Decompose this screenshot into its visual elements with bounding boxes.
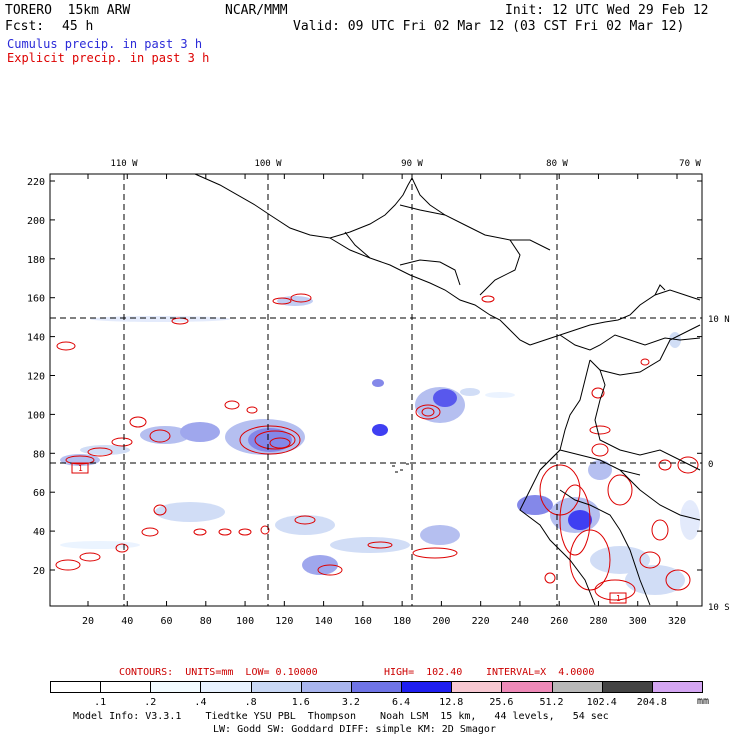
x-tick-label: 40 xyxy=(121,616,133,627)
x-tick-label: 220 xyxy=(472,616,490,627)
colorbar-label: 102.4 xyxy=(586,697,617,708)
colorbar-label: .4 xyxy=(194,697,207,708)
marker-label-right: 1 xyxy=(616,594,621,603)
x-tick-label: 320 xyxy=(668,616,686,627)
cumulus-legend-line: Cumulus precip. in past 3 h xyxy=(7,37,203,51)
x-tick-label: 300 xyxy=(629,616,647,627)
x-tick-label: 100 xyxy=(236,616,254,627)
model-physics-line: LW: Godd SW: Goddard DIFF: simple KM: 2D… xyxy=(213,724,496,735)
colorbar-label: 3.2 xyxy=(341,697,360,708)
latitude-label: 10 N xyxy=(708,315,730,325)
y-tick-label: 160 xyxy=(27,294,45,305)
valid-time: Valid: 09 UTC Fri 02 Mar 12 (03 CST Fri … xyxy=(293,19,685,34)
model-info-line: Model Info: V3.3.1 Tiedtke YSU PBL Thomp… xyxy=(73,711,609,722)
y-axis-labels: 220 200 180 160 140 120 100 80 60 40 20 xyxy=(27,177,45,577)
longitude-label: 110 W xyxy=(110,159,138,169)
longitude-label: 100 W xyxy=(254,159,282,169)
y-tick-label: 100 xyxy=(27,410,45,421)
model-title: TORERO 15km ARW xyxy=(5,3,131,18)
y-tick-label: 200 xyxy=(27,216,45,227)
latitude-label: 10 S xyxy=(708,603,730,613)
colorbar-label: .1 xyxy=(94,697,107,708)
colorbar-label: 1.6 xyxy=(291,697,310,708)
coastlines xyxy=(194,173,701,606)
axis-ticks xyxy=(50,174,702,606)
y-tick-label: 220 xyxy=(27,177,45,188)
cumulus-precip-fills xyxy=(60,296,700,595)
contour-interval-info: INTERVAL=X 4.0000 xyxy=(486,667,595,678)
x-axis-labels: 20 40 60 80 100 120 140 160 180 200 220 240 260 280 30… xyxy=(82,616,686,627)
y-tick-label: 80 xyxy=(33,449,45,460)
colorbar-swatch xyxy=(300,681,352,693)
colorbar-swatch xyxy=(350,681,403,693)
y-tick-label: 120 xyxy=(27,372,45,383)
x-tick-label: 240 xyxy=(511,616,529,627)
x-tick-label: 80 xyxy=(200,616,212,627)
colorbar-swatch xyxy=(651,681,703,693)
x-tick-label: 200 xyxy=(432,616,450,627)
explicit-precip-contours xyxy=(55,293,699,601)
colorbar-label: 51.2 xyxy=(539,697,564,708)
longitude-label: 80 W xyxy=(546,159,568,169)
organization-label: NCAR/MMM xyxy=(225,3,288,18)
contour-high-info: HIGH= 102.40 xyxy=(384,667,463,678)
forecast-label: Fcst: xyxy=(5,19,45,34)
colorbar-swatch xyxy=(501,681,553,693)
y-tick-label: 180 xyxy=(27,255,45,266)
longitude-label: 70 W xyxy=(679,159,701,169)
latitude-label: 0 xyxy=(708,460,713,470)
longitude-labels: 110 W 100 W 90 W 80 W 70 W xyxy=(110,159,701,169)
colorbar-label: 12.8 xyxy=(439,697,464,708)
marker-label-left: 1 xyxy=(78,464,83,473)
forecast-hours: 45 h xyxy=(62,19,94,34)
x-tick-label: 120 xyxy=(275,616,293,627)
init-time: Init: 12 UTC Wed 29 Feb 12 xyxy=(505,3,709,18)
explicit-legend-line: Explicit precip. in past 3 h xyxy=(7,51,210,65)
colorbar-unit: mm xyxy=(697,696,710,707)
colorbar-swatch xyxy=(601,681,653,693)
colorbar-swatch xyxy=(150,681,202,693)
x-tick-label: 280 xyxy=(589,616,607,627)
x-tick-label: 260 xyxy=(550,616,568,627)
map-frame xyxy=(49,173,703,607)
colorbar-label: 204.8 xyxy=(636,697,667,708)
colorbar-label: 6.4 xyxy=(392,697,411,708)
y-tick-label: 40 xyxy=(33,527,45,538)
colorbar-swatch xyxy=(451,681,503,693)
x-tick-label: 180 xyxy=(393,616,411,627)
x-tick-label: 20 xyxy=(82,616,94,627)
x-tick-label: 60 xyxy=(161,616,173,627)
colorbar-swatch xyxy=(401,681,453,693)
latlon-grid xyxy=(50,174,702,606)
x-tick-label: 160 xyxy=(354,616,372,627)
colorbar-swatch xyxy=(50,681,102,693)
y-tick-label: 60 xyxy=(33,488,45,499)
colorbar-label: 25.6 xyxy=(489,697,514,708)
point-markers xyxy=(71,462,627,604)
colorbar-swatch xyxy=(551,681,603,693)
x-tick-label: 140 xyxy=(315,616,333,627)
colorbar-label: .8 xyxy=(244,697,257,708)
colorbar-label: .2 xyxy=(144,697,157,708)
y-tick-label: 20 xyxy=(33,566,45,577)
colorbar-swatch xyxy=(200,681,252,693)
colorbar-swatch xyxy=(100,681,152,693)
longitude-label: 90 W xyxy=(401,159,423,169)
latitude-labels: 10 N 0 10 S xyxy=(708,315,730,613)
colorbar-swatch xyxy=(250,681,302,693)
contour-units-info: CONTOURS: UNITS=mm LOW= 0.10000 xyxy=(119,667,318,678)
y-tick-label: 140 xyxy=(27,333,45,344)
